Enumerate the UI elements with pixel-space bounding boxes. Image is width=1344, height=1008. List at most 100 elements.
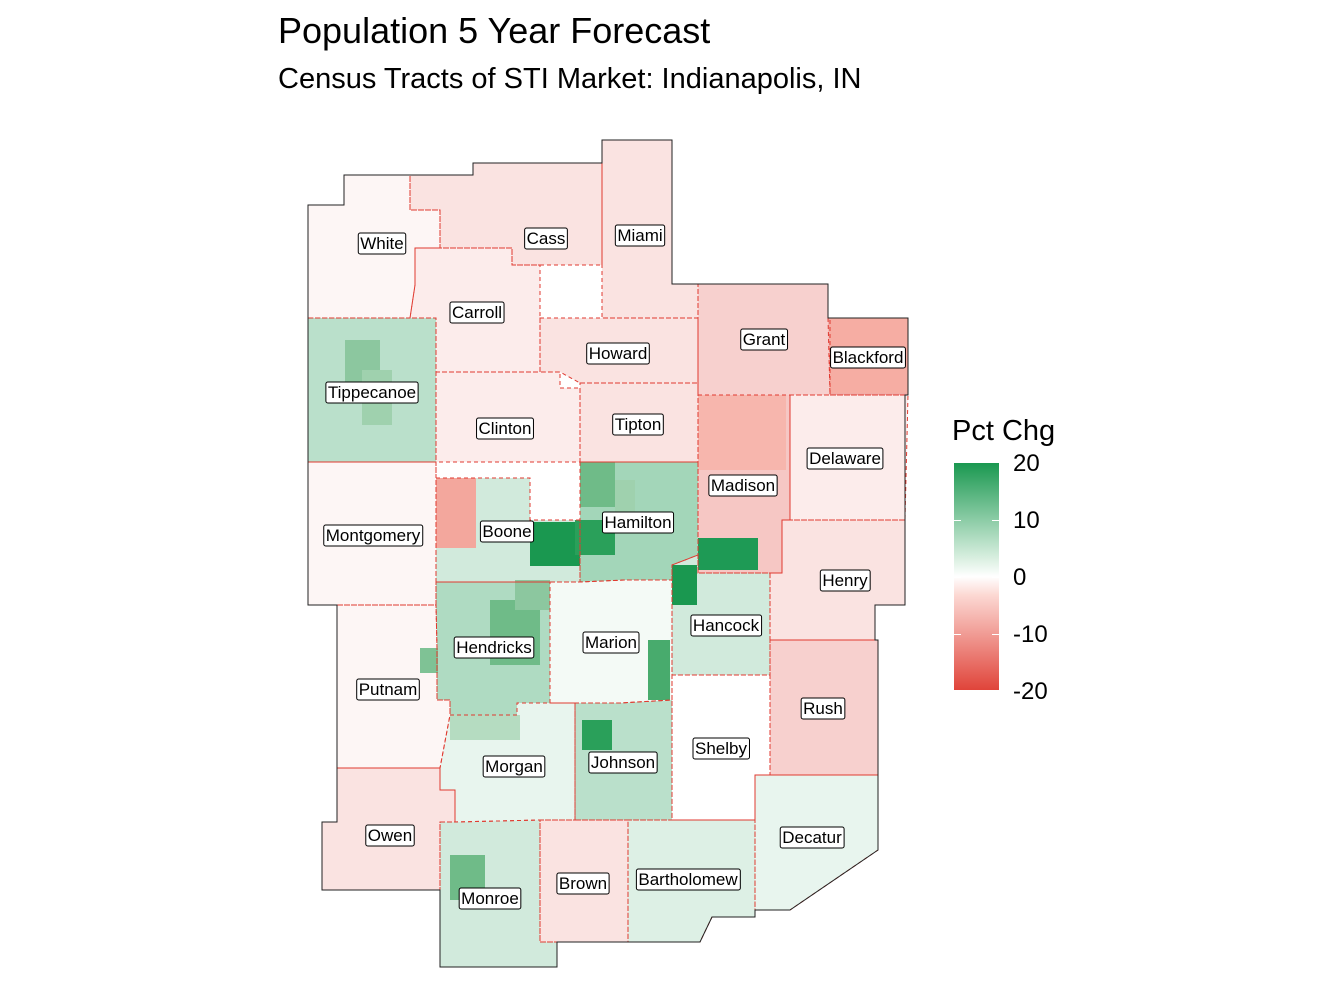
- county-label-box: [692, 737, 750, 760]
- county-label-box: [365, 824, 415, 847]
- county-label-white: White: [357, 232, 407, 255]
- tract-patch: [615, 480, 635, 520]
- county-label-text: Bartholomew: [638, 870, 738, 889]
- county-label-text: Brown: [559, 874, 607, 893]
- county-label-montgomery: Montgomery: [323, 524, 424, 547]
- county-label-shelby: Shelby: [692, 737, 750, 760]
- county-label-text: Delaware: [809, 449, 881, 468]
- county-label-box: [830, 346, 906, 369]
- tract-patch: [580, 462, 615, 507]
- market-outline: [307, 139, 909, 968]
- county-label-box: [690, 614, 763, 637]
- county-label-miami: Miami: [614, 224, 666, 247]
- tract-patch: [582, 720, 612, 750]
- county-label-box: [449, 301, 505, 324]
- county-label-cass: Cass: [524, 227, 568, 250]
- county-label-box: [556, 872, 610, 895]
- county-labels: White Cass Miami Carroll Howard Grant Blackfor…: [323, 224, 906, 910]
- county-label-rush: Rush: [800, 697, 846, 720]
- legend-tick: [992, 634, 999, 635]
- county-label-box: [614, 224, 666, 247]
- legend-label-10: 10: [1013, 507, 1040, 534]
- county-label-text: White: [360, 234, 403, 253]
- tract-patch: [530, 522, 580, 566]
- county-label-bartholomew: Bartholomew: [635, 868, 741, 891]
- county-label-text: Blackford: [833, 348, 904, 367]
- county-label-text: Johnson: [591, 753, 655, 772]
- tract-patch: [450, 715, 520, 740]
- county-label-text: Morgan: [485, 757, 543, 776]
- county-label-text: Howard: [589, 344, 648, 363]
- county-label-text: Grant: [743, 330, 786, 349]
- county-label-text: Madison: [711, 476, 775, 495]
- county-label-text: Decatur: [782, 828, 842, 847]
- county-label-text: Hamilton: [604, 513, 671, 532]
- county-label-box: [612, 413, 664, 436]
- legend-tick: [992, 520, 999, 521]
- county-label-madison: Madison: [708, 474, 778, 497]
- tract-patch: [672, 565, 697, 605]
- county-label-box: [800, 697, 846, 720]
- county-label-henry: Henry: [819, 569, 871, 592]
- county-label-text: Hendricks: [456, 638, 532, 657]
- county-label-box: [524, 227, 568, 250]
- county-label-hancock: Hancock: [690, 614, 763, 637]
- county-label-text: Marion: [585, 633, 637, 652]
- tract-patch: [698, 395, 786, 470]
- legend-tick: [954, 634, 961, 635]
- county-label-text: Montgomery: [326, 526, 421, 545]
- county-label-box: [479, 520, 535, 543]
- county-label-marion: Marion: [582, 631, 640, 654]
- county-label-text: Monroe: [461, 889, 519, 908]
- county-label-box: [582, 631, 640, 654]
- county-label-tippecanoe: Tippecanoe: [325, 381, 419, 404]
- county-label-putnam: Putnam: [356, 678, 420, 701]
- county-label-text: Carroll: [452, 303, 502, 322]
- county-label-clinton: Clinton: [476, 417, 534, 440]
- county-label-text: Clinton: [479, 419, 532, 438]
- county-label-decatur: Decatur: [779, 826, 845, 849]
- legend-label-neg20: -20: [1013, 678, 1048, 705]
- legend-title: Pct Chg: [952, 415, 1056, 447]
- county-label-delaware: Delaware: [806, 447, 884, 470]
- tract-patch: [698, 538, 758, 570]
- county-label-text: Henry: [822, 571, 868, 590]
- county-label-text: Putnam: [359, 680, 418, 699]
- county-label-box: [325, 381, 419, 404]
- county-label-box: [635, 868, 741, 891]
- legend-label-20: 20: [1013, 450, 1040, 477]
- county-label-box: [819, 569, 871, 592]
- county-label-tipton: Tipton: [612, 413, 664, 436]
- county-label-box: [601, 511, 675, 534]
- county-border-marion: [549, 579, 673, 704]
- county-border-monroe: [439, 819, 558, 968]
- county-label-box: [482, 755, 546, 778]
- county-border-morgan: [439, 702, 576, 823]
- county-label-grant: Grant: [740, 328, 789, 351]
- county-label-box: [708, 474, 778, 497]
- county-label-text: Owen: [368, 826, 412, 845]
- legend-tick: [992, 577, 999, 578]
- county-label-hendricks: Hendricks: [453, 636, 535, 659]
- county-label-box: [323, 524, 424, 547]
- county-label-boone: Boone: [479, 520, 535, 543]
- legend-label-0: 0: [1013, 564, 1027, 591]
- county-label-text: Tipton: [615, 415, 662, 434]
- county-border-putnam: [336, 604, 451, 769]
- county-label-text: Miami: [617, 226, 662, 245]
- tract-patch: [648, 640, 670, 700]
- county-label-text: Boone: [482, 522, 531, 541]
- county-label-text: Shelby: [695, 739, 747, 758]
- tract-patch: [515, 580, 550, 610]
- county-label-owen: Owen: [365, 824, 415, 847]
- county-label-carroll: Carroll: [449, 301, 505, 324]
- county-label-box: [357, 232, 407, 255]
- legend-colorbar: [954, 463, 999, 690]
- county-label-text: Hancock: [693, 616, 760, 635]
- county-label-monroe: Monroe: [458, 887, 522, 910]
- county-border-carroll: [409, 247, 541, 373]
- legend-label-neg10: -10: [1013, 621, 1048, 648]
- county-label-box: [453, 636, 535, 659]
- county-label-box: [740, 328, 789, 351]
